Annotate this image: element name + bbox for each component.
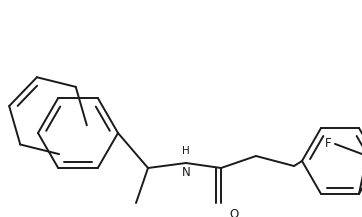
Text: N: N bbox=[182, 166, 190, 179]
Text: H: H bbox=[182, 146, 190, 156]
Text: F: F bbox=[325, 137, 332, 150]
Text: O: O bbox=[229, 208, 238, 217]
